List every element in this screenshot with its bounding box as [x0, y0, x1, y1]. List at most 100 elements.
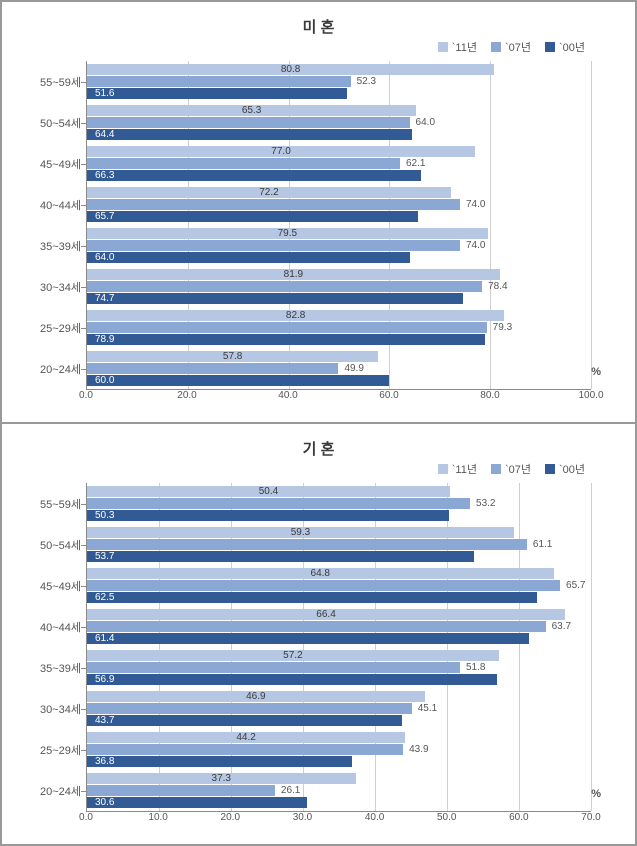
value-label: 74.0: [466, 240, 485, 251]
category-label: 40~44세: [13, 619, 81, 635]
category-row: 55~59세80.852.351.6: [87, 61, 591, 102]
value-label: 49.9: [344, 363, 363, 374]
value-label: 64.0: [416, 117, 435, 128]
value-label: 46.9: [246, 691, 265, 702]
bar-00: 62.5: [87, 592, 537, 603]
chart-container: 미 혼`11년`07년`00년55~59세80.852.351.650~54세6…: [0, 0, 637, 846]
category-label: 45~49세: [13, 578, 81, 594]
category-label: 20~24세: [13, 783, 81, 799]
bar-07: 74.0: [87, 199, 460, 210]
category-label: 50~54세: [13, 115, 81, 131]
chart-panel: 미 혼`11년`07년`00년55~59세80.852.351.650~54세6…: [1, 1, 636, 423]
legend-label: `11년: [452, 39, 477, 55]
bar-07: 43.9: [87, 744, 403, 755]
legend-label: `07년: [505, 39, 531, 55]
bar-00: 65.7: [87, 211, 418, 222]
value-label: 74.0: [466, 199, 485, 210]
x-tick-label: 60.0: [379, 390, 398, 401]
bar-07: 78.4: [87, 281, 482, 292]
percent-label: %: [591, 366, 601, 378]
x-axis: 0.020.040.060.080.0100.0: [86, 390, 591, 408]
bar-07: 61.1: [87, 539, 527, 550]
bar-group: 57.251.8 56.9: [87, 650, 591, 685]
bar-group: 82.879.378.9: [87, 310, 591, 345]
legend-label: `11년: [452, 461, 477, 477]
value-label: 65.7: [566, 580, 585, 591]
category-label: 30~34세: [13, 279, 81, 295]
legend-swatch: [438, 464, 448, 474]
category-label: 25~29세: [13, 742, 81, 758]
bar-11: 80.8: [87, 64, 494, 75]
value-label: 82.8: [286, 310, 305, 321]
bar-11: 37.3: [87, 773, 356, 784]
bar-00: 43.7: [87, 715, 402, 726]
bar-group: 50.453.250.3: [87, 486, 591, 521]
x-tick-label: 0.0: [79, 812, 93, 823]
percent-label: %: [591, 788, 601, 800]
bar-group: 80.852.351.6: [87, 64, 591, 99]
category-label: 25~29세: [13, 320, 81, 336]
legend: `11년 `07년 `00년: [12, 461, 625, 477]
category-row: 25~29세44.243.936.8: [87, 729, 591, 770]
category-row: 40~44세66.463.761.4: [87, 606, 591, 647]
x-tick-label: 0.0: [79, 390, 93, 401]
value-label: 56.9: [95, 674, 114, 685]
value-label: 51.6: [95, 88, 114, 99]
legend: `11년 `07년 `00년: [12, 39, 625, 55]
value-label: 64.4: [95, 129, 114, 140]
bar-00: 30.6: [87, 797, 307, 808]
bar-00: 74.7: [87, 293, 463, 304]
value-label: 59.3: [291, 527, 310, 538]
x-tick-label: 80.0: [480, 390, 499, 401]
chart-panel: 기 혼`11년`07년`00년55~59세50.453.250.350~54세5…: [1, 423, 636, 845]
value-label: 65.3: [242, 105, 261, 116]
bar-00: 61.4: [87, 633, 529, 644]
bar-00: 60.0: [87, 375, 389, 386]
bar-07: 62.1: [87, 158, 400, 169]
bar-group: 64.865.762.5: [87, 568, 591, 603]
bar-group: 59.361.153.7: [87, 527, 591, 562]
category-row: 50~54세59.361.153.7: [87, 524, 591, 565]
category-label: 55~59세: [13, 496, 81, 512]
category-row: 55~59세50.453.250.3: [87, 483, 591, 524]
value-label: 51.8: [466, 662, 485, 673]
category-row: 35~39세79.574.064.0: [87, 225, 591, 266]
value-label: 79.3: [493, 322, 512, 333]
value-label: 64.8: [311, 568, 330, 579]
value-label: 66.3: [95, 170, 114, 181]
category-row: 20~24세57.849.960.0: [87, 348, 591, 389]
legend-item: `07년: [491, 461, 531, 477]
plot-area: 55~59세80.852.351.650~54세65.364.064.445~4…: [86, 61, 591, 390]
bar-07: 45.1: [87, 703, 412, 714]
x-tick-label: 50.0: [437, 812, 456, 823]
value-label: 79.5: [278, 228, 297, 239]
value-label: 45.1: [418, 703, 437, 714]
bar-07: 49.9: [87, 363, 338, 374]
legend-item: `07년: [491, 39, 531, 55]
category-row: 45~49세64.865.762.5: [87, 565, 591, 606]
bar-11: 79.5: [87, 228, 488, 239]
bar-11: 59.3: [87, 527, 514, 538]
category-row: 30~34세46.945.143.7: [87, 688, 591, 729]
legend-label: `00년: [559, 39, 585, 55]
value-label: 57.8: [223, 351, 242, 362]
bar-07: 65.7: [87, 580, 560, 591]
value-label: 81.9: [284, 269, 303, 280]
bar-00: 36.8: [87, 756, 352, 767]
value-label: 43.9: [409, 744, 428, 755]
bar-group: 79.574.064.0: [87, 228, 591, 263]
legend-swatch: [491, 42, 501, 52]
plot-area: 55~59세50.453.250.350~54세59.361.153.745~4…: [86, 483, 591, 812]
bar-11: 46.9: [87, 691, 425, 702]
bar-group: 46.945.143.7: [87, 691, 591, 726]
legend-swatch: [545, 42, 555, 52]
bar-11: 57.2: [87, 650, 499, 661]
bar-11: 64.8: [87, 568, 554, 579]
bar-07: 79.3: [87, 322, 487, 333]
value-label: 36.8: [95, 756, 114, 767]
legend-label: `00년: [559, 461, 585, 477]
legend-item: `11년: [438, 39, 477, 55]
value-label: 50.3: [95, 510, 114, 521]
bar-11: 72.2: [87, 187, 451, 198]
category-row: 35~39세57.251.856.9: [87, 647, 591, 688]
